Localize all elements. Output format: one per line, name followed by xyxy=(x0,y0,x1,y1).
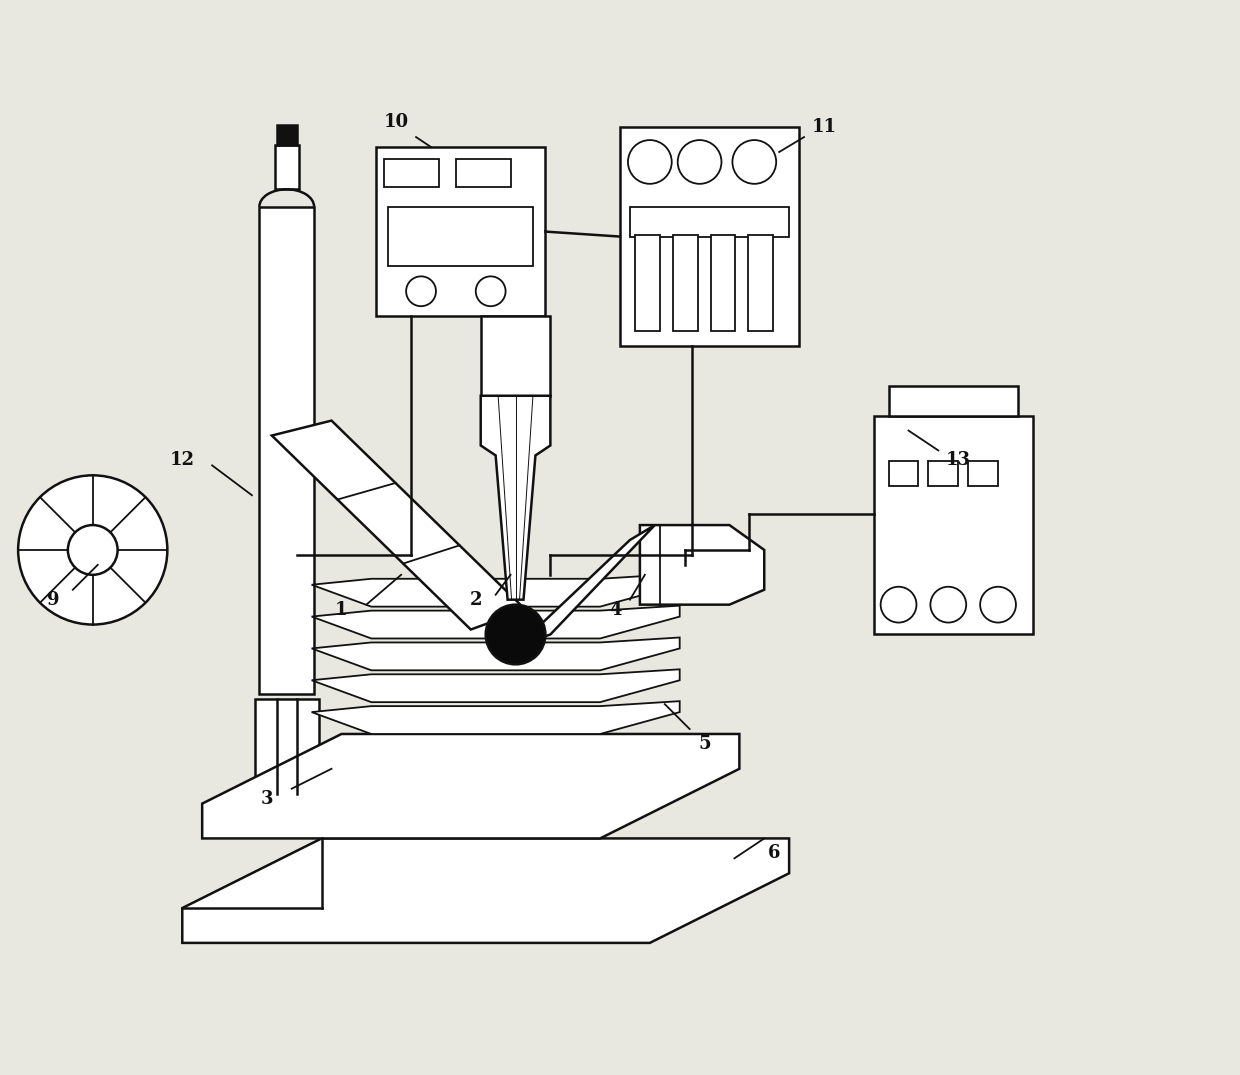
Text: 11: 11 xyxy=(811,118,837,137)
Polygon shape xyxy=(311,701,680,734)
Text: 6: 6 xyxy=(768,844,780,862)
Text: 10: 10 xyxy=(383,113,409,131)
Bar xyxy=(968,461,998,486)
Text: 12: 12 xyxy=(170,452,195,470)
Circle shape xyxy=(407,276,436,306)
Polygon shape xyxy=(182,838,789,943)
Bar xyxy=(711,234,735,331)
Circle shape xyxy=(68,525,118,575)
Circle shape xyxy=(627,140,672,184)
Bar xyxy=(277,125,296,144)
Text: 9: 9 xyxy=(47,590,60,608)
Bar xyxy=(620,127,799,346)
Polygon shape xyxy=(272,420,526,630)
Bar xyxy=(384,159,439,187)
Bar xyxy=(929,461,959,486)
Text: 3: 3 xyxy=(260,790,273,807)
Polygon shape xyxy=(311,574,680,606)
Bar xyxy=(388,206,533,267)
Circle shape xyxy=(476,276,506,306)
Polygon shape xyxy=(481,396,551,600)
Polygon shape xyxy=(311,637,680,671)
Bar xyxy=(630,206,789,236)
Bar xyxy=(635,234,660,331)
Bar xyxy=(275,144,299,189)
Circle shape xyxy=(880,587,916,622)
Bar xyxy=(456,159,511,187)
Bar xyxy=(748,234,774,331)
Circle shape xyxy=(980,587,1016,622)
Circle shape xyxy=(486,604,546,664)
Circle shape xyxy=(733,140,776,184)
Bar xyxy=(255,699,319,793)
Bar xyxy=(874,416,1033,634)
Text: 5: 5 xyxy=(698,735,711,752)
Text: 4: 4 xyxy=(609,601,621,618)
Bar xyxy=(481,316,551,396)
Bar xyxy=(889,386,1018,416)
Circle shape xyxy=(930,587,966,622)
Circle shape xyxy=(678,140,722,184)
Bar xyxy=(376,147,546,316)
Text: 1: 1 xyxy=(335,601,347,618)
Polygon shape xyxy=(506,525,655,644)
Polygon shape xyxy=(311,670,680,702)
Polygon shape xyxy=(202,734,739,838)
Polygon shape xyxy=(640,525,764,604)
Circle shape xyxy=(19,475,167,625)
Bar xyxy=(259,206,314,694)
Bar xyxy=(673,234,698,331)
Bar xyxy=(889,461,919,486)
Text: 2: 2 xyxy=(470,590,482,608)
Polygon shape xyxy=(311,605,680,639)
Text: 13: 13 xyxy=(946,452,971,470)
